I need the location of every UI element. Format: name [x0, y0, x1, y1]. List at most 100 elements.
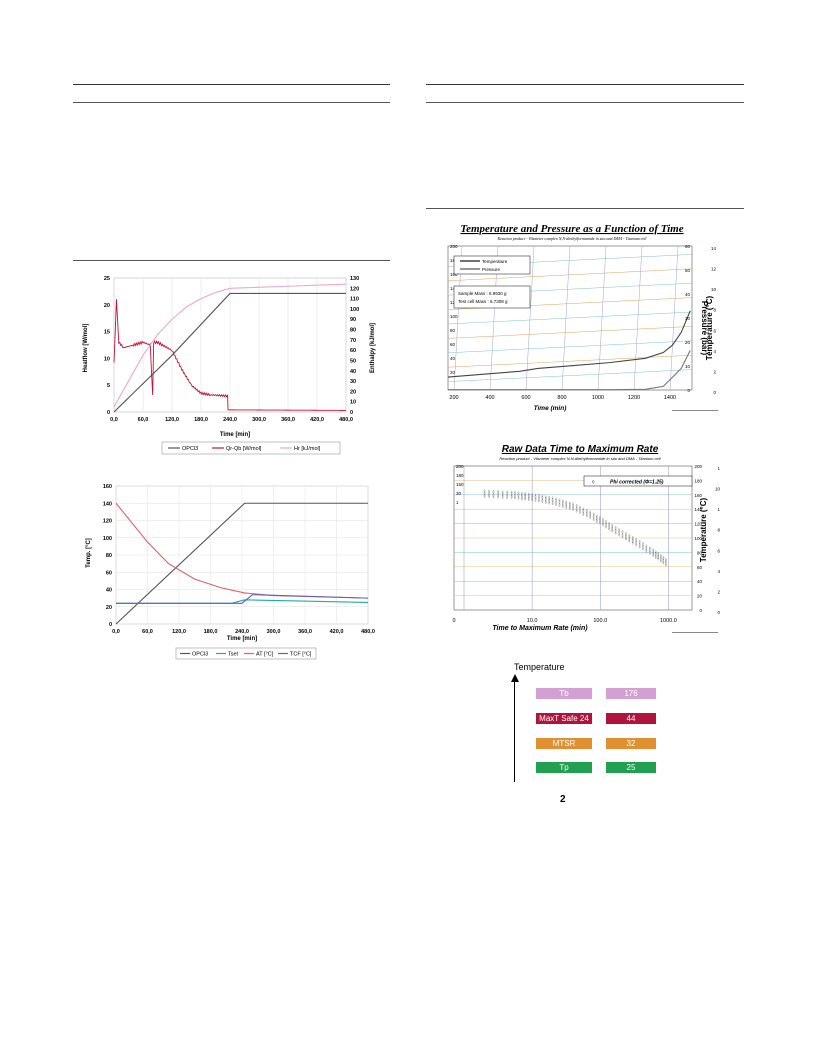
tmr-point-8-4-1: ◊: [662, 557, 664, 561]
pressure-far-right-tick-0: 14: [711, 246, 717, 251]
calorimetry-series-qr-qb-w-mol: [113, 299, 347, 411]
pressure-far-right-tick-4: 6: [713, 328, 716, 333]
tmr-point-2-3-0: ◊: [542, 494, 544, 498]
calorimetry-right-tick-60: 60: [350, 348, 356, 354]
temperature-x-tick-120-0: 120,0: [172, 629, 186, 635]
tmr-right-tick-20: 20: [697, 594, 703, 599]
tmr-point-8-2-2: ◊: [657, 555, 659, 559]
tmr-point-8-1-1: ◊: [655, 551, 657, 555]
tmr-point-6-5-2: ◊: [628, 537, 630, 541]
tmr-point-7-0-2: ◊: [632, 539, 634, 543]
tmr-point-1-4-2: ◊: [524, 495, 526, 499]
tmr-point-5-1-2: ◊: [596, 517, 598, 521]
pressure-series-temperature: [447, 310, 691, 378]
tmr-point-1-0-0: ◊: [511, 490, 513, 494]
pressure-x-tick-1400: 1400: [664, 395, 676, 401]
tmr-point-5-5-4: ◊: [608, 527, 610, 531]
tmr-point-4-2-0: ◊: [579, 505, 581, 509]
tmr-point-7-3-4: ◊: [642, 548, 644, 552]
tmr-left-tick-3: 30: [456, 491, 462, 496]
tmr-point-7-3-0: ◊: [642, 542, 644, 546]
temperature-x-tick-420-0: 420,0: [330, 629, 344, 635]
tmr-legend-phi: Phi corrected (Φ=1.25): [610, 480, 664, 486]
tmr-point-3-3-4: ◊: [562, 505, 564, 509]
tmr-point-3-5-3: ◊: [569, 505, 571, 509]
up-arrow-icon: [510, 674, 519, 682]
tmr-point-6-0-0: ◊: [611, 523, 613, 527]
tmr-chart-legend: Phi corrected (Φ=1.25) ◊: [583, 475, 693, 487]
pressure-right-tick-10: 10: [685, 364, 691, 369]
tmr-point-1-3-4: ◊: [521, 497, 523, 501]
tmr-point-1-0-4: ◊: [511, 496, 513, 500]
pressure-right-tick-50: 50: [685, 268, 691, 273]
tmr-point-2-2-2: ◊: [538, 497, 540, 501]
pressure-x-tick-400: 400: [485, 395, 494, 401]
tmr-point-2-5-4: ◊: [548, 501, 550, 505]
tmr-point-4-4-2: ◊: [586, 511, 588, 515]
tmr-point-1-1-4: ◊: [514, 497, 516, 501]
tmr-legend-marker: ◊: [592, 480, 595, 486]
tmr-point-2-4-4: ◊: [545, 501, 547, 505]
pressure-right-tick-60: 60: [685, 244, 691, 249]
pressure-left-tick-200: 200: [450, 244, 458, 249]
tmr-point-8-5-4: ◊: [665, 563, 667, 567]
left-header-rule-top: [73, 84, 390, 85]
calorimetry-legend: OPCl3 Qr-Qb [W/mol] Hr [kJ/mol]: [161, 441, 341, 455]
pressure-series-pressure: [448, 350, 691, 391]
temperature-y-tick-0: 0: [109, 622, 112, 628]
tmr-chart-title: Raw Data Time to Maximum Rate: [502, 444, 659, 455]
calorimetry-series: [113, 283, 347, 413]
tmr-point-2-1-4: ◊: [535, 499, 537, 503]
tmr-point-7-4-4: ◊: [646, 550, 648, 554]
tmr-point-4-3-1: ◊: [583, 508, 585, 512]
calorimetry-right-tick-20: 20: [350, 389, 356, 395]
temperature-ticks: 0,0 60,0 120,0 180,0 240,0 300,0 360,0 420,0 480…: [103, 484, 375, 635]
tmr-point-7-5-0: ◊: [649, 546, 651, 550]
tmr-point-4-2-4: ◊: [579, 511, 581, 515]
tmr-point-5-5-0: ◊: [608, 521, 610, 525]
tmr-point-6-0-4: ◊: [611, 529, 613, 533]
tmr-point-1-1-3: ◊: [514, 495, 516, 499]
tmr-point-1-3-0: ◊: [521, 491, 523, 495]
tmr-point-6-1-0: ◊: [615, 525, 617, 529]
tmr-far-right-tick-0: 1: [717, 466, 720, 471]
tmr-point-2-5-3: ◊: [548, 500, 550, 504]
tmr-point-7-1-1: ◊: [635, 539, 637, 543]
temperature-y-tick-100: 100: [103, 536, 112, 542]
calorimetry-left-tick-5: 5: [107, 383, 110, 389]
temperature-x-tick-300-0: 300,0: [267, 629, 281, 635]
tmr-far-right-tick-7: 0: [717, 610, 720, 615]
pressure-chart-series: [447, 310, 691, 391]
tmr-point-5-4-0: ◊: [605, 520, 607, 524]
tmr-point-4-1-2: ◊: [576, 506, 578, 510]
page-number: 2: [560, 794, 566, 805]
temperature-x-tick-240-0: 240,0: [235, 629, 249, 635]
tmr-point-8-0-0: ◊: [652, 548, 654, 552]
tmr-point-5-0-0: ◊: [593, 512, 595, 516]
tmr-point-2-3-4: ◊: [542, 500, 544, 504]
tmr-point-1-0-2: ◊: [511, 493, 513, 497]
scale-tb-value: 176: [606, 688, 656, 699]
tmr-point-2-2-0: ◊: [538, 494, 540, 498]
tmr-left-tick-4: 1: [456, 500, 459, 505]
pressure-far-right-tick-5: 4: [713, 349, 716, 354]
tmr-point-3-4-3: ◊: [565, 504, 567, 508]
tmr-point-4-5-4: ◊: [589, 516, 591, 520]
tmr-point-0-4-2: ◊: [502, 493, 504, 497]
calorimetry-right-tick-130: 130: [350, 276, 359, 282]
calorimetry-ticks: 0,0 60,0 120,0 180,0 240,0 300,0 360,0 420,0 480…: [104, 276, 359, 423]
tmr-chart-ticks: 0 10.0 100.0 1000.0200180150301200180160140…: [452, 464, 720, 624]
calorimetry-left-tick-10: 10: [104, 356, 110, 362]
temperature-y-axis-label: Temp. [°C]: [86, 538, 92, 568]
tmr-point-7-5-4: ◊: [649, 552, 651, 556]
tmr-point-0-0-3: ◊: [484, 493, 486, 497]
temperature-x-tick-360-0: 360,0: [298, 629, 312, 635]
temperature-series-opcl3: [115, 502, 368, 625]
tmr-point-0-1-2: ◊: [488, 492, 490, 496]
tmr-point-5-2-1: ◊: [599, 517, 601, 521]
tmr-point-4-5-0: ◊: [589, 510, 591, 514]
tmr-point-0-2-4: ◊: [493, 495, 495, 499]
tmr-point-6-3-3: ◊: [622, 534, 624, 538]
tmr-point-5-5-2: ◊: [608, 524, 610, 528]
tmr-point-3-3-1: ◊: [562, 500, 564, 504]
